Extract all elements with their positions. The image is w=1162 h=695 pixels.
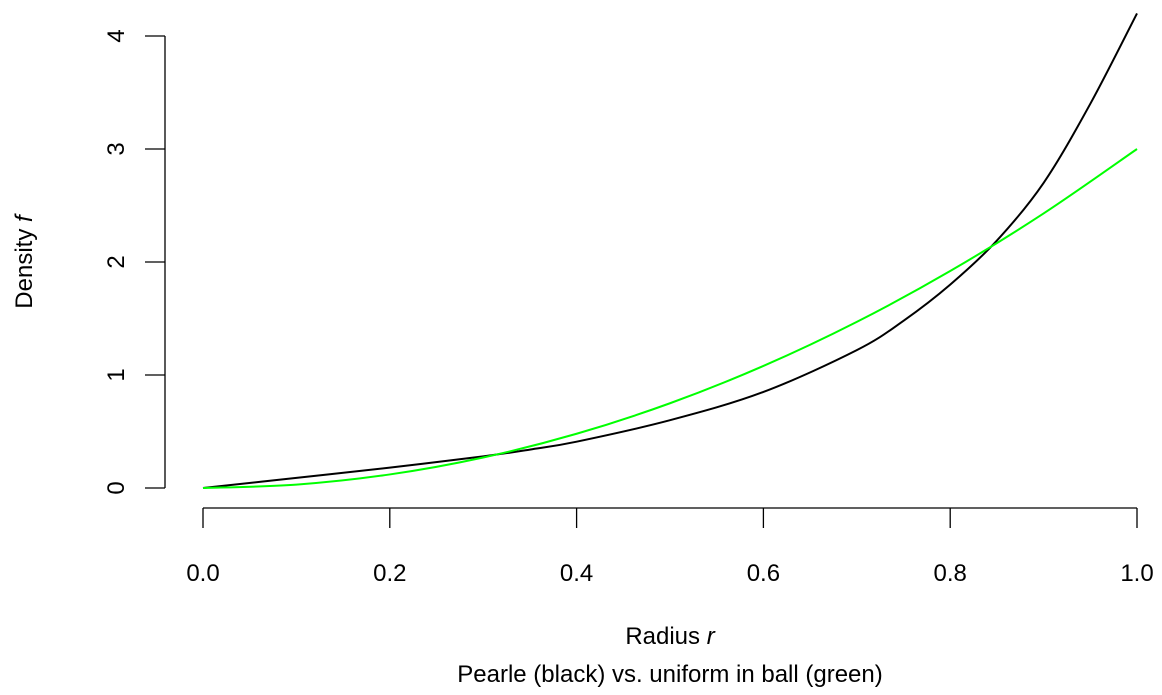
x-axis-label: Radius r xyxy=(625,623,715,650)
plot-curves xyxy=(202,12,1138,489)
x-axis: 0.0 0.2 0.4 0.6 0.8 1.0 xyxy=(186,507,1154,587)
x-tick-label: 0.0 xyxy=(186,560,219,587)
y-tick-label: 1 xyxy=(103,368,130,381)
pearle-curve xyxy=(202,12,1138,489)
x-tick-label: 0.2 xyxy=(373,560,406,587)
x-tick-label: 1.0 xyxy=(1120,560,1153,587)
y-tick-label: 3 xyxy=(103,142,130,155)
y-tick-label: 2 xyxy=(103,255,130,268)
x-tick-label: 0.6 xyxy=(747,560,780,587)
y-axis-label: Density f xyxy=(11,213,38,309)
x-tick-label: 0.4 xyxy=(560,560,593,587)
uniform-ball-curve xyxy=(202,148,1138,489)
y-tick-label: 0 xyxy=(103,481,130,494)
x-tick-label: 0.8 xyxy=(934,560,967,587)
y-axis: 0 1 2 3 4 xyxy=(103,29,166,495)
y-tick-label: 4 xyxy=(103,29,130,42)
chart-subtitle: Pearle (black) vs. uniform in ball (gree… xyxy=(457,661,883,688)
